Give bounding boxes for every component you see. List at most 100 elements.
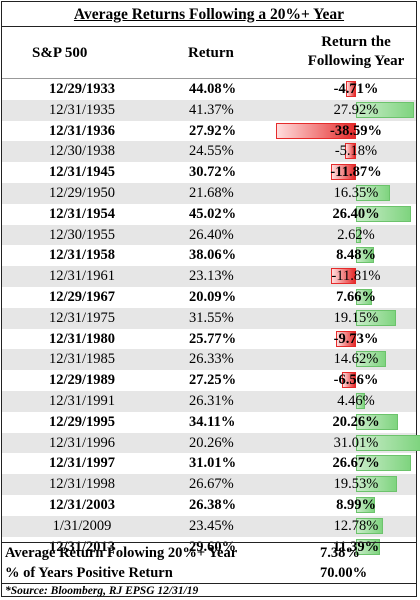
row-following-value: -4.71%	[333, 81, 379, 97]
row-return: 25.77%	[189, 330, 237, 347]
row-date: 12/31/1985	[48, 351, 116, 368]
row-following-cell: 8.48%	[260, 245, 418, 266]
row-following-value: 20.26%	[332, 413, 380, 430]
row-following-value: 7.66%	[336, 288, 376, 305]
row-following-value: 16.35%	[333, 184, 379, 201]
row-following-cell: -38.59%	[260, 121, 418, 142]
row-date: 12/29/1950	[48, 184, 116, 201]
table-row: 12/31/1936 27.92% -38.59%	[2, 121, 416, 142]
row-following-cell: 2.62%	[260, 225, 418, 246]
row-return: 26.33%	[189, 351, 234, 368]
row-return: 31.01%	[189, 455, 237, 472]
row-following-cell: -9.73%	[260, 329, 418, 350]
positive-data-bar	[356, 476, 397, 493]
row-following-value: -6.56%	[333, 372, 379, 389]
row-following-cell: -4.71%	[260, 79, 418, 100]
row-date: 12/30/1938	[48, 143, 116, 160]
positive-data-bar	[356, 496, 375, 513]
positive-data-bar	[356, 351, 387, 368]
table-row: 12/29/1995 34.11% 20.26%	[2, 412, 416, 433]
row-following-cell: 4.46%	[260, 391, 418, 412]
row-following-cell: 27.92%	[260, 100, 418, 121]
positive-data-bar	[356, 288, 372, 305]
row-following-value: 2.62%	[337, 226, 375, 243]
negative-data-bar	[345, 143, 356, 160]
row-following-cell: 7.66%	[260, 287, 418, 308]
table-row: 12/31/1996 20.26% 31.01%	[2, 432, 420, 454]
summary-positive-label: % of Years Positive Return	[5, 565, 173, 581]
row-return: 23.45%	[189, 517, 234, 534]
table-row: 12/29/1989 27.25% -6.56%	[2, 370, 416, 391]
table-title: Average Returns Following a 20%+ Year	[2, 2, 416, 27]
table-row: 12/31/1980 25.77% -9.73%	[2, 329, 416, 350]
row-return: 45.02%	[189, 205, 237, 222]
negative-data-bar	[331, 268, 356, 285]
row-following-value: 8.48%	[336, 247, 376, 264]
row-following-cell: 31.01%	[260, 433, 420, 454]
row-date: 12/31/1936	[48, 122, 116, 139]
negative-data-bar	[335, 330, 356, 347]
summary-section: Average Return Folowing 20%+ Year 7.38% …	[2, 542, 416, 583]
row-return: 31.55%	[189, 309, 234, 326]
row-date: 12/31/2003	[48, 496, 116, 513]
row-following-cell: 20.26%	[260, 412, 418, 433]
row-following-cell: 26.40%	[260, 204, 418, 225]
row-following-cell: -11.81%	[260, 266, 418, 287]
row-following-cell: 8.99%	[260, 495, 418, 516]
table-row: 12/31/1958 38.06% 8.48%	[2, 245, 416, 266]
row-return: 41.37%	[189, 101, 234, 118]
row-date: 1/31/2009	[52, 517, 112, 534]
table-row: 12/29/1950 21.68% 16.35%	[2, 182, 416, 204]
header-following-line2: Following Year	[307, 53, 405, 69]
summary-average-label: Average Return Folowing 20%+ Year	[5, 545, 238, 561]
table-row: 12/31/1998 26.67% 19.53%	[2, 474, 416, 495]
row-date: 12/29/1933	[48, 81, 116, 97]
row-following-value: 8.99%	[336, 496, 376, 513]
positive-data-bar	[356, 413, 399, 430]
row-following-value: -38.59%	[330, 122, 382, 139]
table-row: 12/31/1954 45.02% 26.40%	[2, 204, 416, 225]
row-return: 26.38%	[189, 496, 237, 513]
row-date: 12/31/1945	[48, 164, 116, 181]
header-following-line1: Return the	[321, 34, 391, 50]
row-following-cell: 26.67%	[260, 453, 418, 474]
row-following-value: 12.78%	[333, 517, 379, 534]
positive-data-bar	[356, 226, 362, 243]
summary-average-value: 7.38%	[320, 545, 360, 561]
row-following-value: -11.81%	[331, 268, 381, 285]
row-following-value: -11.87%	[330, 164, 382, 181]
row-date: 12/30/1955	[48, 226, 116, 243]
row-date: 12/31/1975	[48, 309, 116, 326]
table-row: 12/31/1945 30.72% -11.87%	[2, 162, 416, 183]
table-row: 1/31/2009 23.45% 12.78%	[2, 515, 416, 537]
table-row: 12/29/1933 44.08% -4.71%	[2, 79, 416, 100]
row-following-value: 14.62%	[333, 351, 379, 368]
negative-data-bar	[275, 122, 356, 139]
row-date: 12/29/1989	[48, 372, 116, 389]
table-row: 12/31/2003 26.38% 8.99%	[2, 495, 416, 516]
table-row: 12/31/1997 31.01% 26.67%	[2, 453, 416, 474]
row-following-cell: 19.15%	[260, 308, 418, 329]
row-return: 21.68%	[189, 184, 234, 201]
row-return: 20.09%	[189, 288, 237, 305]
negative-data-bar	[342, 372, 356, 389]
row-following-cell: 14.62%	[260, 349, 418, 370]
table-row: 12/30/1955 26.40% 2.62%	[2, 224, 418, 246]
positive-data-bar	[356, 101, 415, 118]
table-body: 12/29/1933 44.08% -4.71% 12/31/1935 41.37% 27…	[2, 79, 420, 557]
row-return: 26.31%	[189, 392, 234, 409]
row-date: 12/31/1998	[48, 476, 116, 493]
row-following-value: 27.92%	[333, 101, 379, 118]
table-row: 12/31/1985 26.33% 14.62%	[2, 349, 418, 371]
row-following-cell: -5.18%	[260, 141, 418, 162]
positive-data-bar	[356, 392, 366, 409]
row-following-value: -9.73%	[333, 330, 379, 347]
positive-data-bar	[356, 184, 390, 201]
table-row: 12/31/1975 31.55% 19.15%	[2, 307, 418, 329]
positive-data-bar	[356, 517, 383, 534]
row-following-value: 19.15%	[333, 309, 379, 326]
row-following-value: 26.67%	[332, 455, 380, 472]
summary-positive-value: 70.00%	[320, 565, 368, 581]
row-following-value: 19.53%	[333, 476, 379, 493]
row-following-value: 26.40%	[332, 205, 380, 222]
